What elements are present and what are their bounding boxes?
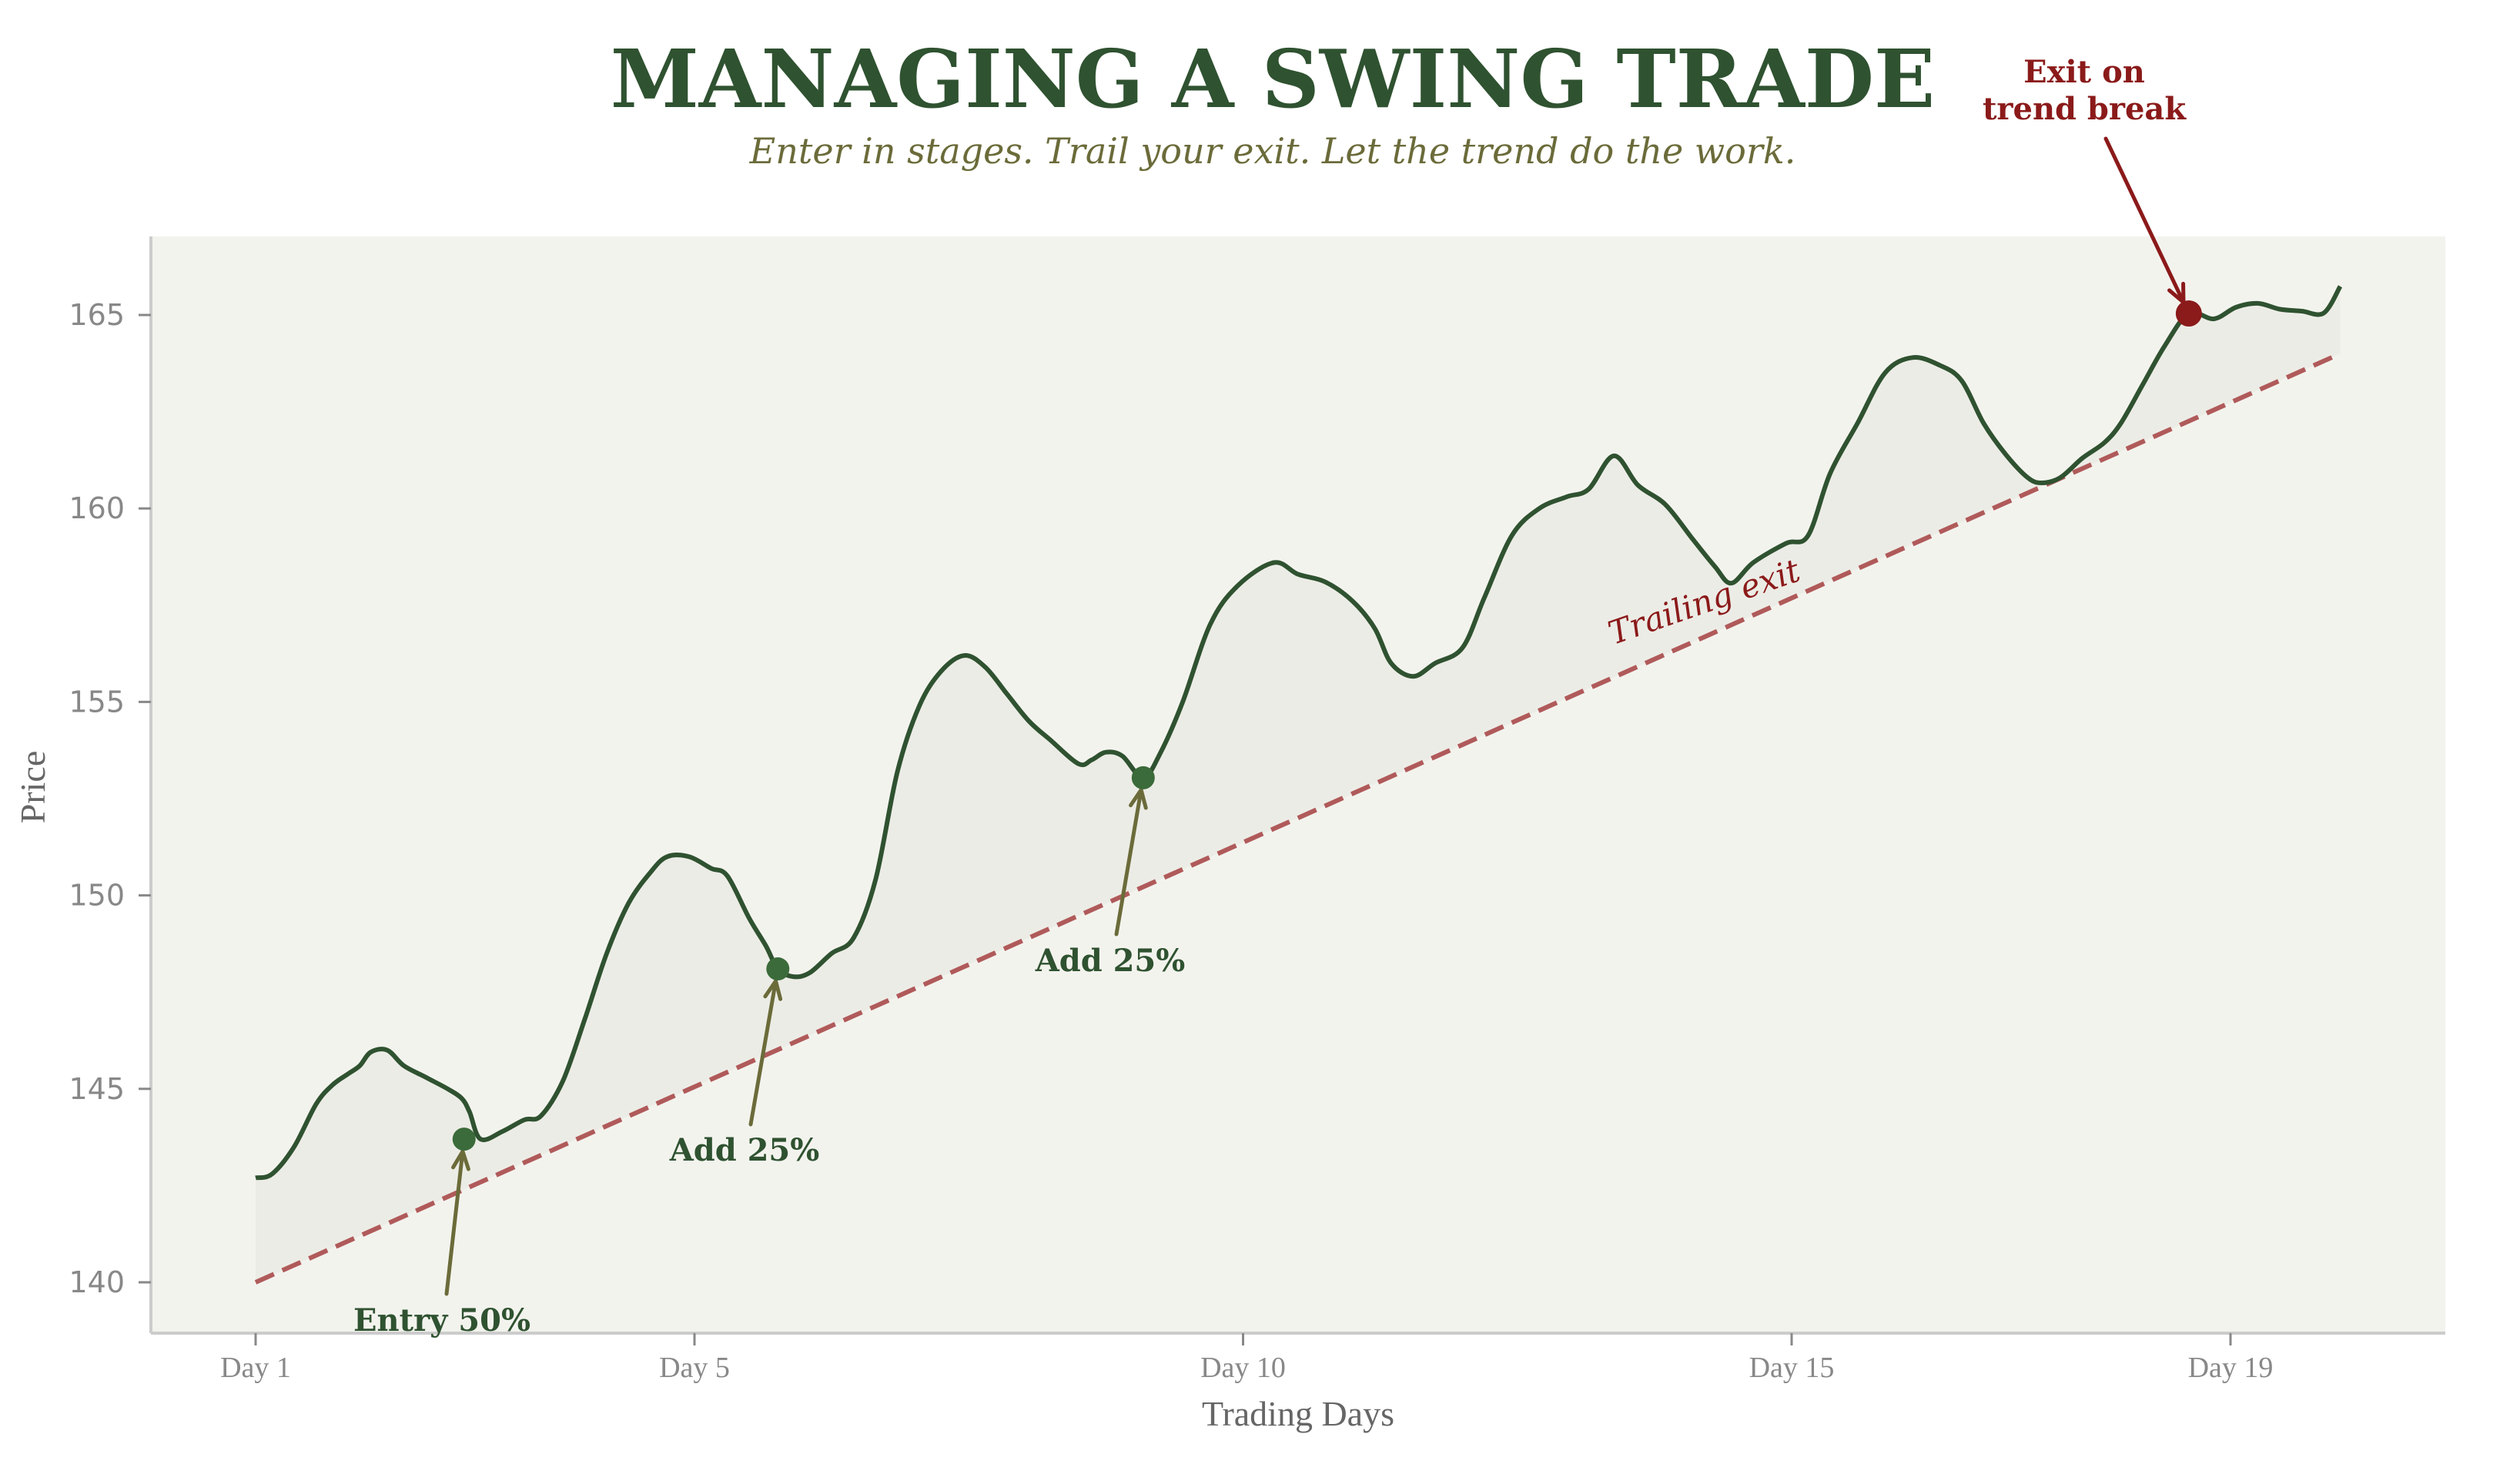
axes-spines [149, 236, 2445, 1335]
x-axis-label: Trading Days [1202, 1394, 1394, 1433]
entry-annotation: Add 25% [1035, 766, 1186, 979]
entry-marker [766, 957, 790, 981]
chart-title: MANAGING A SWING TRADE [611, 32, 1936, 126]
entry-marker [1131, 766, 1155, 789]
arrow-icon [444, 1149, 465, 1296]
arrowhead-icon [451, 1147, 470, 1171]
x-tick-label: Day 15 [1749, 1352, 1835, 1384]
arrow-icon [2103, 136, 2186, 305]
arrow-icon [1114, 788, 1143, 937]
entry-annotation-label: Add 25% [669, 1132, 820, 1168]
arrowhead-icon [763, 976, 783, 1001]
entry-annotation-label: Add 25% [1035, 943, 1186, 979]
y-tick-label: 140 [69, 1265, 125, 1299]
y-tick-label: 160 [69, 491, 125, 525]
exit-annotation-label: Exit on [2023, 54, 2145, 90]
y-axis-label: Price [13, 751, 52, 824]
exit-marker [2175, 300, 2202, 327]
price-area-fill [256, 286, 2341, 1282]
price-line [255, 285, 2343, 1181]
y-tick-label: 150 [69, 879, 125, 913]
x-axis-ticks: Day 1 Day 5 Day 10 Day 15 Day 19 [220, 1333, 2273, 1384]
y-axis-ticks: 140 145 150 155 160 165 [69, 298, 151, 1299]
chart-subtitle: Enter in stages. Trail your exit. Let th… [749, 130, 1796, 172]
y-tick-label: 145 [69, 1072, 125, 1106]
y-tick-label: 155 [69, 685, 125, 719]
x-tick-label: Day 19 [2188, 1352, 2274, 1384]
entry-annotation: Entry 50% [353, 1128, 530, 1339]
arrowhead-icon [1129, 785, 1148, 810]
x-tick-label: Day 10 [1200, 1352, 1286, 1384]
entry-annotation: Add 25% [669, 957, 820, 1168]
y-tick-label: 165 [69, 298, 125, 332]
arrow-icon [748, 979, 778, 1127]
exit-annotation-label: trend break [1983, 91, 2187, 127]
x-tick-label: Day 1 [220, 1352, 291, 1384]
entry-marker [452, 1128, 476, 1151]
entry-annotation-label: Entry 50% [353, 1302, 530, 1339]
x-tick-label: Day 5 [659, 1352, 730, 1384]
